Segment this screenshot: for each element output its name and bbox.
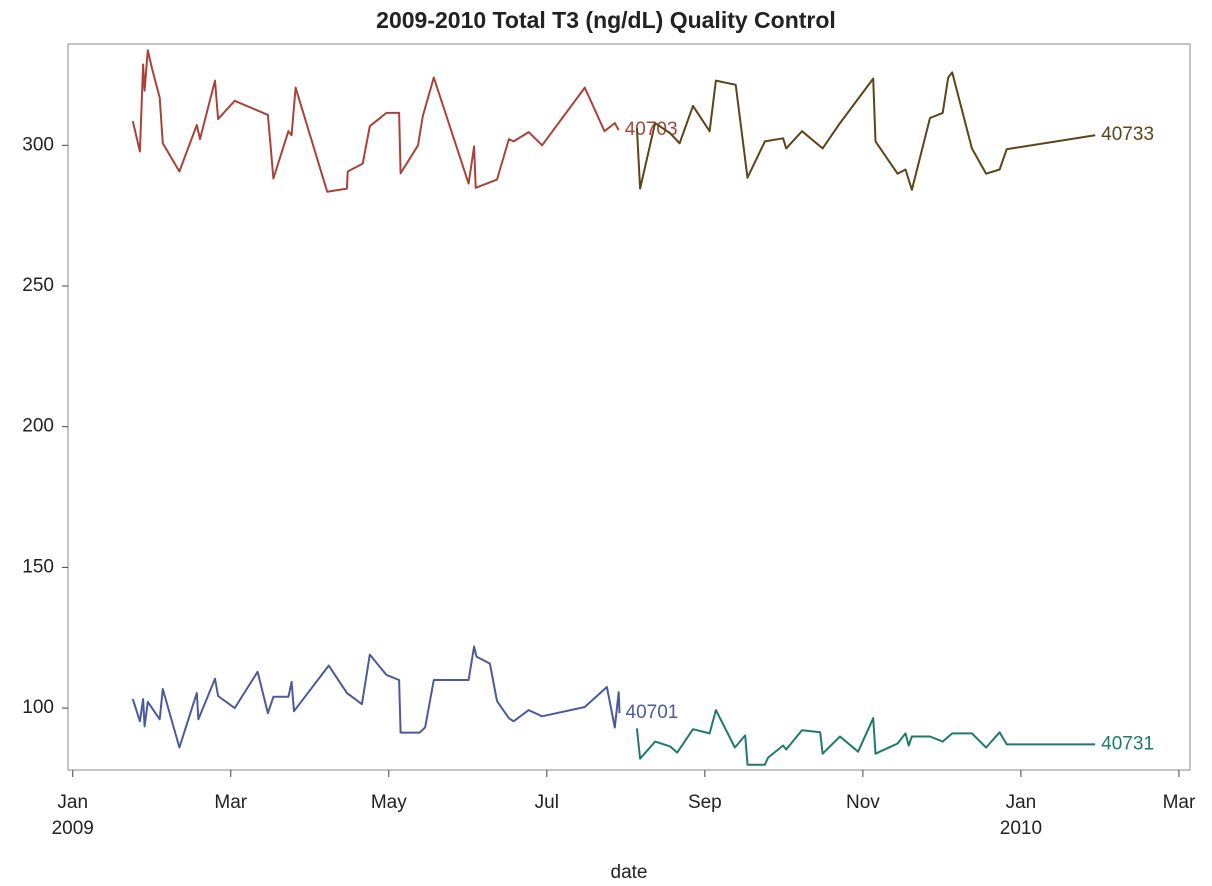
- series-label: 40731: [1101, 733, 1154, 754]
- x-tick-label: Jan: [1006, 792, 1037, 813]
- series-line: [131, 49, 620, 193]
- x-tick-label: Mar: [1163, 792, 1196, 813]
- x-tick-label: Sep: [688, 792, 722, 813]
- x-year-label: 2010: [1000, 818, 1042, 839]
- y-tick-label: 200: [22, 416, 54, 437]
- x-tick-label: Mar: [214, 792, 247, 813]
- x-axis-label: date: [611, 862, 648, 883]
- series-line: [635, 71, 1096, 191]
- y-tick-label: 250: [22, 275, 54, 296]
- series-line: [635, 709, 1096, 766]
- plot-frame: [67, 43, 1191, 771]
- x-year-label: 2009: [52, 818, 94, 839]
- chart-title: 2009-2010 Total T3 (ng/dL) Quality Contr…: [376, 7, 836, 33]
- y-tick-label: 100: [22, 697, 54, 718]
- series-line: [131, 645, 621, 749]
- series-label: 40733: [1101, 124, 1154, 145]
- x-tick-label: Jul: [535, 792, 559, 813]
- x-tick-label: Nov: [846, 792, 880, 813]
- y-tick-label: 300: [22, 134, 54, 155]
- series-label: 40701: [626, 702, 679, 723]
- y-tick-label: 150: [22, 556, 54, 577]
- x-tick-label: Jan: [57, 792, 88, 813]
- x-tick-label: May: [371, 792, 407, 813]
